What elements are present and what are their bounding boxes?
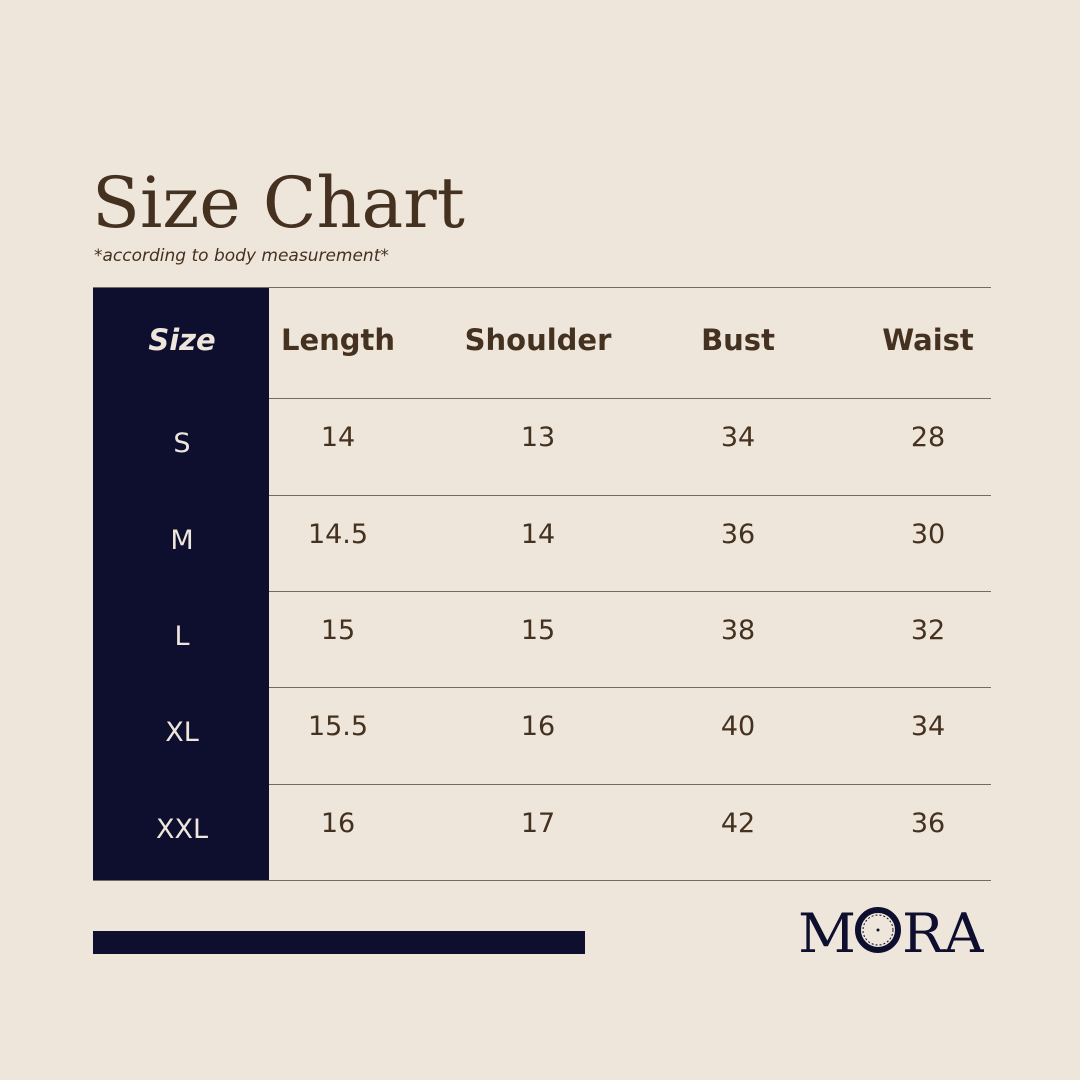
row-divider	[269, 784, 991, 785]
header-size: Size	[148, 323, 216, 357]
cell-shoulder: 17	[520, 808, 556, 839]
size-column-background	[93, 287, 269, 880]
cell-shoulder: 13	[520, 422, 556, 453]
cell-size: M	[170, 525, 194, 556]
cell-waist: 28	[910, 422, 946, 453]
cell-waist: 36	[910, 808, 946, 839]
cell-bust: 34	[720, 422, 756, 453]
size-table: Size Length Shoulder Bust Waist S 14 13 34 28 M 14.…	[93, 287, 991, 881]
cell-length: 16	[320, 808, 356, 839]
cell-bust: 42	[720, 808, 756, 839]
cell-length: 14	[320, 422, 356, 453]
cell-length: 15.5	[307, 711, 369, 742]
svg-text:RA: RA	[902, 902, 984, 960]
row-divider	[93, 880, 991, 881]
cell-size: L	[174, 621, 190, 652]
cell-waist: 32	[910, 615, 946, 646]
cell-length: 14.5	[307, 519, 369, 550]
row-divider	[269, 687, 991, 688]
row-divider	[93, 287, 991, 288]
cell-waist: 34	[910, 711, 946, 742]
cell-shoulder: 15	[520, 615, 556, 646]
cell-bust: 36	[720, 519, 756, 550]
cell-shoulder: 16	[520, 711, 556, 742]
header-bust: Bust	[701, 323, 775, 357]
cell-size: XXL	[155, 814, 209, 845]
subtitle: *according to body measurement*	[94, 246, 389, 266]
cell-shoulder: 14	[520, 519, 556, 550]
decorative-bar	[93, 931, 585, 954]
row-divider	[269, 591, 991, 592]
cell-length: 15	[320, 615, 356, 646]
cell-size: S	[173, 428, 191, 459]
header-length: Length	[280, 323, 396, 357]
header-waist: Waist	[882, 323, 974, 357]
cell-size: XL	[165, 717, 199, 748]
cell-bust: 40	[720, 711, 756, 742]
mora-logo: M RA	[798, 902, 984, 960]
cell-waist: 30	[910, 519, 946, 550]
svg-text:M: M	[798, 902, 856, 960]
row-divider	[269, 495, 991, 496]
row-divider	[269, 398, 991, 399]
header-shoulder: Shoulder	[464, 323, 612, 357]
page-title: Size Chart	[92, 162, 465, 244]
cell-bust: 38	[720, 615, 756, 646]
